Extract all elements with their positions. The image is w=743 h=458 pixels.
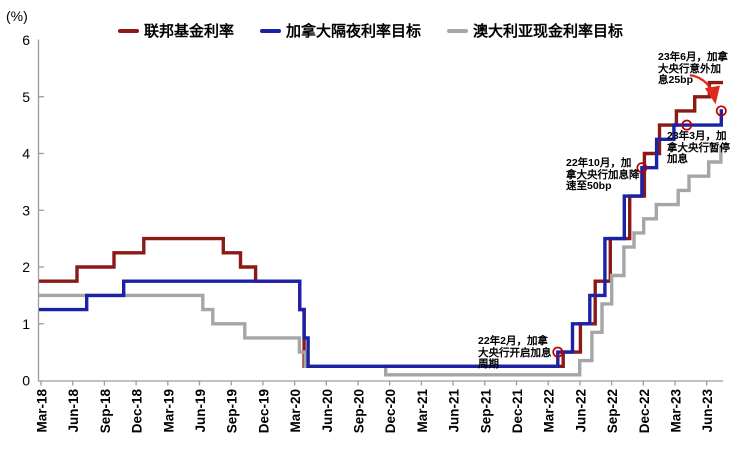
y-tick-label: 5	[22, 89, 30, 105]
x-tick-label: Sep-19	[225, 389, 240, 433]
x-tick-label: Jun-20	[320, 389, 335, 433]
series-line-fed	[39, 80, 723, 368]
y-tick-label: 1	[22, 316, 30, 332]
event-marker-circle	[715, 105, 727, 117]
x-tick-label: Sep-22	[605, 389, 620, 433]
x-tick-label: Sep-21	[478, 389, 493, 434]
x-tick-label: Sep-18	[98, 389, 113, 434]
legend-swatch-australia-icon	[447, 28, 469, 33]
legend-swatch-canada-icon	[260, 28, 282, 33]
y-tick-label: 6	[22, 32, 30, 48]
event-marker-circle	[552, 346, 564, 358]
x-tick-label: Jun-18	[66, 389, 81, 433]
x-tick-label: Jun-23	[700, 389, 715, 433]
x-tick-label: Mar-18	[35, 389, 50, 433]
x-tick-label: Mar-19	[161, 389, 176, 433]
x-tick-label: Dec-20	[383, 389, 398, 433]
legend-label-australia: 澳大利亚现金利率目标	[473, 23, 624, 40]
y-tick-label: 0	[22, 373, 30, 389]
x-tick-label: Dec-22	[637, 389, 652, 433]
event-marker-circle	[636, 162, 648, 174]
x-tick-label: Jun-19	[193, 389, 208, 433]
x-tick-label: Mar-22	[542, 389, 557, 433]
legend-item-fed: 联邦基金利率	[118, 20, 234, 41]
x-tick-label: Dec-21	[510, 389, 525, 434]
y-tick-label: 3	[22, 202, 30, 218]
legend: 联邦基金利率 加拿大隔夜利率目标 澳大利亚现金利率目标	[118, 20, 623, 41]
event-marker-circle	[681, 119, 693, 131]
series-line-canada	[39, 109, 723, 368]
legend-item-canada: 加拿大隔夜利率目标	[260, 20, 421, 41]
axes	[37, 39, 723, 382]
x-tick-label: Jun-21	[447, 389, 462, 433]
x-tick-label: Mar-20	[288, 389, 303, 433]
legend-label-canada: 加拿大隔夜利率目标	[286, 23, 422, 40]
x-tick-label: Jun-22	[573, 389, 588, 433]
y-tick-label: 2	[22, 259, 30, 275]
x-tick-label: Dec-19	[256, 389, 271, 433]
annotation-arrow-icon	[689, 73, 721, 105]
x-tick-label: Mar-23	[669, 389, 684, 433]
y-tick-label: 4	[22, 146, 30, 162]
legend-swatch-fed-icon	[118, 28, 139, 33]
x-tick-label: Dec-18	[130, 389, 145, 434]
x-tick-label: Sep-20	[352, 389, 367, 433]
x-tick-label: Mar-21	[415, 389, 430, 433]
series-line-australia	[39, 146, 723, 377]
legend-label-fed: 联邦基金利率	[144, 23, 235, 40]
y-axis-unit-label: (%)	[6, 8, 28, 24]
legend-item-australia: 澳大利亚现金利率目标	[447, 20, 623, 41]
